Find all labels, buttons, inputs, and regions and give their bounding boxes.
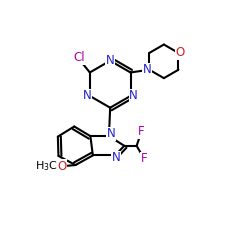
- Text: O: O: [176, 46, 185, 60]
- Text: N: N: [106, 127, 115, 140]
- Text: Cl: Cl: [74, 51, 85, 64]
- Text: N: N: [112, 152, 121, 164]
- Text: F: F: [138, 125, 145, 138]
- Text: N: N: [129, 90, 138, 102]
- Text: N: N: [143, 63, 152, 76]
- Text: F: F: [141, 152, 147, 165]
- Text: N: N: [82, 90, 91, 102]
- Text: H$_3$C: H$_3$C: [34, 160, 58, 173]
- Text: N: N: [106, 54, 114, 67]
- Text: O: O: [57, 160, 66, 173]
